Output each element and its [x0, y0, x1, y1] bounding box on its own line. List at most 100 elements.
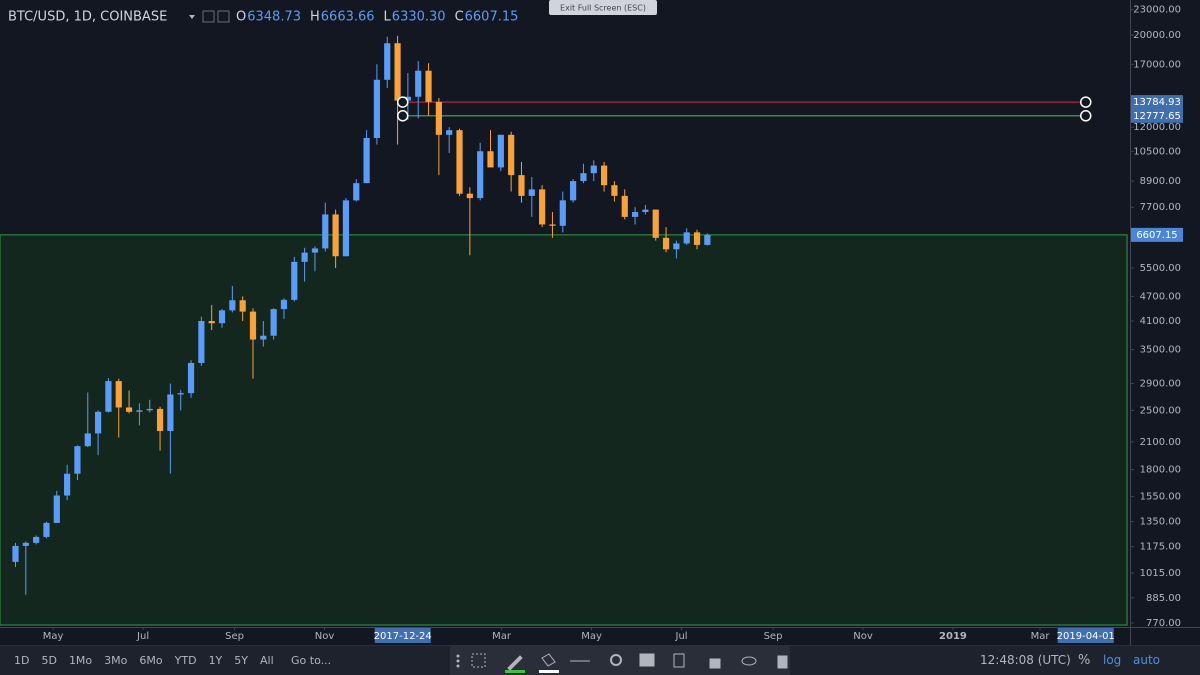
range-button[interactable]: 1D [14, 654, 30, 667]
candle-body [95, 411, 102, 434]
y-tick-label: 1800.00 [1140, 465, 1181, 476]
y-tick-label: 12000.00 [1133, 122, 1181, 133]
y-tick-label: 1550.00 [1140, 492, 1181, 503]
price-label-box [1131, 108, 1183, 123]
y-tick-label: 885.00 [1146, 593, 1181, 604]
range-button[interactable]: 1Y [208, 654, 223, 667]
candle-body [466, 193, 473, 199]
goto-button[interactable]: Go to... [291, 654, 332, 667]
ohlc-value: 6330.30 [392, 10, 446, 25]
candle-body [167, 394, 174, 431]
line-handle[interactable] [396, 110, 409, 122]
candle-body [187, 362, 195, 394]
drag-handle[interactable] [456, 654, 460, 658]
candle-body [580, 173, 587, 182]
candle-body [260, 335, 267, 340]
clock: 12:48:08 (UTC) [980, 653, 1071, 667]
candle-body [652, 209, 659, 238]
candle-body [435, 101, 442, 135]
settings-tool[interactable] [610, 654, 622, 666]
range-button[interactable]: 1Mo [68, 654, 93, 667]
plot [0, 35, 1128, 626]
candle-body [208, 321, 215, 324]
y-tick-label: 1350.00 [1140, 517, 1181, 528]
candle-body [673, 243, 680, 250]
line-handle[interactable] [1079, 110, 1092, 122]
candle-body [549, 224, 556, 226]
candle-body [662, 237, 670, 250]
symbol-dropdown[interactable] [189, 15, 195, 19]
y-tick-label: 4700.00 [1140, 291, 1181, 302]
candle-body [105, 381, 112, 412]
legend: BTC/USD, 1D, COINBASE O 6348.73 H 6663.66 L 6… [8, 10, 518, 25]
x-tick-label: Jul [136, 631, 149, 642]
candle-body [394, 43, 401, 101]
template-tool[interactable] [639, 653, 655, 667]
position-zone [0, 234, 1128, 626]
y-tick-label: 770.00 [1146, 618, 1181, 629]
y-tick-label: 23000.00 [1133, 5, 1181, 16]
candle-body [415, 70, 422, 97]
symbol[interactable]: BTC/USD, 1D, COINBASE [8, 10, 167, 25]
candle-body [156, 408, 164, 431]
lock-tool[interactable] [709, 658, 721, 669]
x-tick-label: May [43, 631, 64, 642]
candle-body [249, 311, 257, 340]
clone-tool[interactable] [673, 653, 685, 668]
price-label-box [1131, 227, 1183, 242]
candle-body [239, 300, 246, 312]
line-handle[interactable] [396, 96, 409, 108]
candle-body [446, 130, 453, 135]
hide-tool[interactable] [741, 656, 757, 666]
range-button[interactable]: 5Y [234, 654, 248, 667]
x-tick-label: Mar [492, 631, 512, 642]
price-label-box [1131, 95, 1183, 110]
ohlc-label: C [455, 10, 464, 25]
fill-color [539, 670, 559, 673]
y-tick-label: 5500.00 [1140, 263, 1181, 274]
line-handle[interactable] [1079, 96, 1092, 108]
log-toggle[interactable]: log [1103, 653, 1122, 667]
ohlc-value: 6663.66 [321, 10, 375, 25]
visibility-icon[interactable] [202, 10, 215, 23]
range-button[interactable]: 5D [41, 654, 57, 667]
candle-body [84, 433, 91, 447]
candle-body [353, 183, 360, 201]
auto-toggle[interactable]: auto [1133, 653, 1161, 667]
candle-body [177, 393, 184, 395]
price-label: 12777.65 [1133, 111, 1181, 122]
price-label: 6607.15 [1136, 230, 1177, 241]
y-tick-label: 8900.00 [1140, 176, 1181, 187]
range-button[interactable]: YTD [174, 654, 197, 667]
bottom-toolbar: 1D 5D 1Mo 3Mo 6Mo YTD 1Y 5Y All Go to... 12:48:0… [0, 645, 1200, 675]
y-tick-label: 1015.00 [1140, 568, 1181, 579]
percent-toggle[interactable]: % [1078, 653, 1091, 668]
fill-tool[interactable] [541, 653, 556, 667]
range-button[interactable]: 3Mo [104, 654, 128, 667]
pen-tool[interactable] [507, 655, 523, 671]
candle-body [508, 134, 515, 176]
candle-body [291, 261, 298, 300]
candle-body [539, 189, 546, 225]
candle-body [528, 189, 535, 196]
x-tick-label: Mar [1031, 631, 1051, 642]
chart: BTC/USD, 1D, COINBASE O 6348.73 H 6663.66 L 6… [0, 0, 1200, 645]
x-tick-label: Sep [225, 631, 244, 642]
candle-body [363, 137, 370, 184]
delete-tool[interactable] [777, 655, 788, 669]
settings-icon[interactable] [217, 10, 230, 23]
ohlc-value: 6348.73 [247, 10, 301, 25]
candle-body [600, 165, 608, 186]
x-tick-label: Nov [853, 631, 873, 642]
candle-body [342, 200, 350, 257]
axes: 23000.00 20000.00 17000.00 12000.00 10500.00… [43, 5, 1183, 643]
candle-body [559, 200, 566, 226]
select-tool[interactable] [471, 653, 486, 668]
range-button[interactable]: All [260, 654, 274, 667]
y-tick-label: 2500.00 [1140, 405, 1181, 416]
tooltip-box [549, 0, 657, 15]
y-tick-label: 20000.00 [1133, 30, 1181, 41]
candle-body [33, 536, 40, 543]
candle-body [425, 70, 432, 102]
range-button[interactable]: 6Mo [139, 654, 163, 667]
